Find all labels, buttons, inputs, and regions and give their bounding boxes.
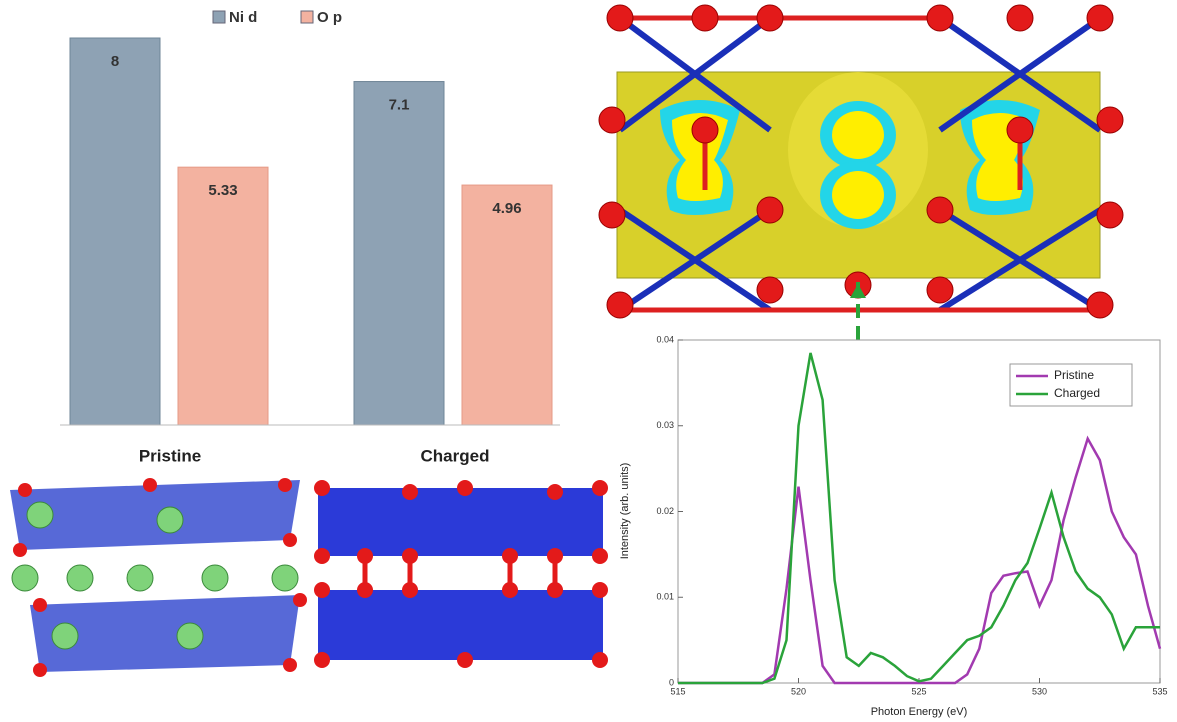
bar <box>177 166 269 426</box>
y-tick-label: 0.02 <box>656 506 674 516</box>
legend-label: Ni d <box>229 9 257 26</box>
y-tick-label: 0.01 <box>656 592 674 602</box>
bar <box>353 81 445 426</box>
legend-swatch <box>212 10 226 24</box>
structure-title: Pristine <box>139 446 201 465</box>
x-tick-label: 520 <box>791 686 806 696</box>
legend-swatch <box>300 10 314 24</box>
x-tick-label: 525 <box>911 686 926 696</box>
legend-label: O p <box>317 9 342 26</box>
y-tick-label: 0.03 <box>656 420 674 430</box>
data-label: 7.1 <box>389 97 410 114</box>
line-series <box>678 352 1160 685</box>
pointer-arrow <box>850 284 866 298</box>
data-label: 5.33 <box>208 182 237 199</box>
x-tick-label: 530 <box>1032 686 1047 696</box>
pristine-structure <box>10 478 307 677</box>
bar <box>69 37 161 426</box>
data-label: 8 <box>111 53 119 70</box>
x-tick-label: 515 <box>670 686 685 696</box>
y-axis-label: Intensity (arb. units) <box>619 463 631 560</box>
data-label: 4.96 <box>492 200 521 217</box>
legend-box <box>1009 363 1133 407</box>
y-tick-label: 0.04 <box>656 334 674 344</box>
legend-label: Pristine <box>1054 368 1094 382</box>
charge-density-image <box>598 4 1124 319</box>
legend-label: Charged <box>1054 386 1100 400</box>
charged-structure <box>314 480 608 668</box>
bar <box>461 184 553 426</box>
x-axis-label: Photon Energy (eV) <box>871 706 968 718</box>
structure-title: Charged <box>421 446 490 465</box>
y-tick-label: 0 <box>669 677 674 687</box>
x-tick-label: 535 <box>1152 686 1167 696</box>
